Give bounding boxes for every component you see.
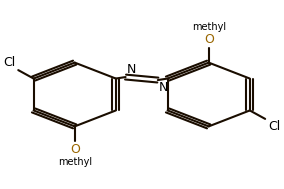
- Text: N: N: [127, 63, 136, 76]
- Text: methyl: methyl: [58, 157, 92, 167]
- Text: Cl: Cl: [3, 56, 15, 69]
- Text: methyl: methyl: [192, 22, 226, 32]
- Text: N: N: [159, 81, 169, 94]
- Text: Cl: Cl: [268, 120, 280, 133]
- Text: O: O: [70, 143, 80, 156]
- Text: O: O: [204, 33, 214, 46]
